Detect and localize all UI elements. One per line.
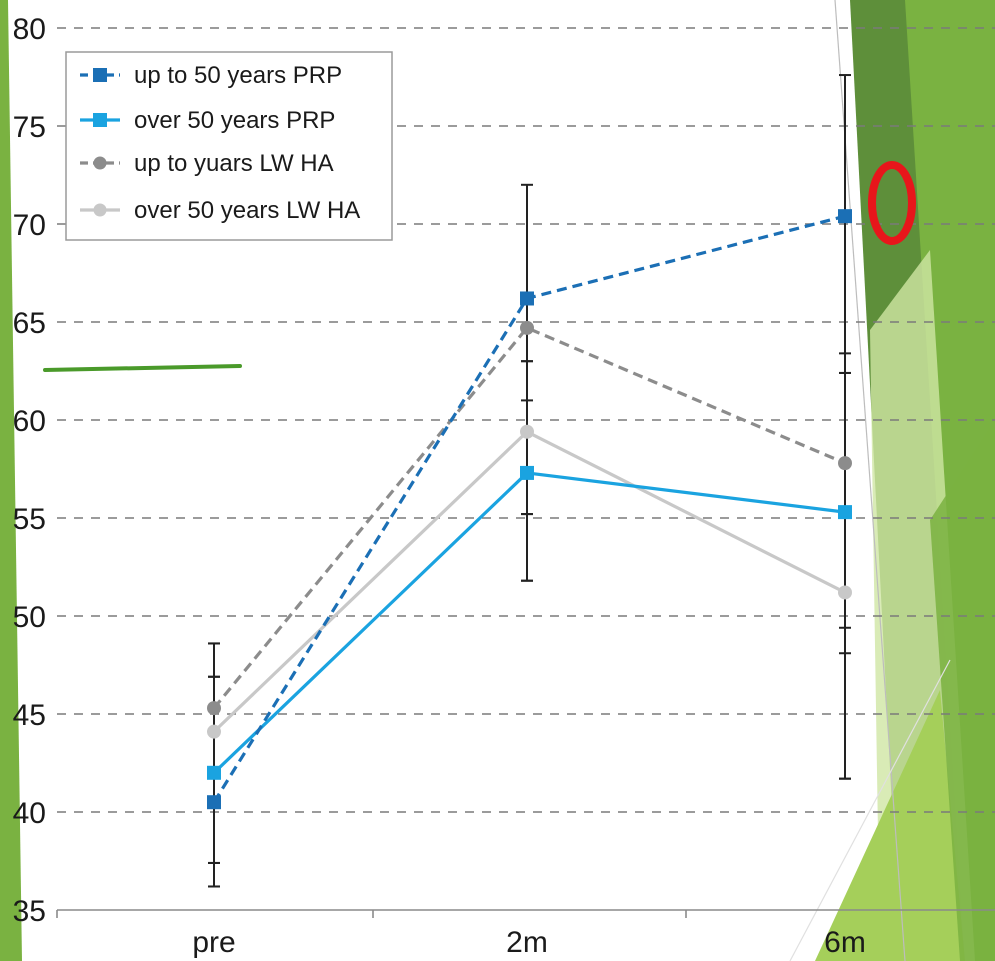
y-tick-label: 45 (13, 699, 46, 732)
data-point (838, 456, 852, 471)
axes: 35 40 45 50 55 60 65 70 75 80 pre 2m 6m (13, 13, 995, 959)
legend-label: up to yuars LW HA (134, 150, 334, 177)
data-point (838, 585, 852, 600)
y-tick-label: 65 (13, 307, 46, 340)
legend-label: over 50 years LW HA (134, 197, 360, 224)
y-tick-label: 40 (13, 797, 46, 830)
series-line (212, 325, 846, 710)
data-point (207, 724, 221, 739)
decorative-green-triangles (789, 0, 995, 961)
red-annotation-circle (868, 161, 916, 245)
y-tick-label: 35 (13, 895, 46, 928)
y-tick-label: 80 (13, 13, 46, 46)
y-tick-label: 60 (13, 405, 46, 438)
decor-shape-green-2 (930, 420, 995, 961)
legend-marker (93, 203, 107, 217)
legend: up to 50 years PRP over 50 years PRP up to… (65, 51, 393, 241)
data-point (520, 465, 534, 480)
data-point (520, 424, 534, 439)
data-point (207, 701, 221, 716)
legend-marker (93, 156, 107, 170)
decor-shape-light (815, 690, 965, 961)
decor-thin-line (834, 0, 906, 961)
data-point (838, 209, 852, 224)
legend-marker (93, 68, 107, 82)
legend-box (65, 51, 393, 241)
legend-label: over 50 years PRP (134, 107, 335, 134)
x-tick-label: 6m (824, 926, 866, 959)
legend-marker (93, 113, 107, 127)
x-tick-label: 2m (506, 926, 548, 959)
data-point (838, 505, 852, 520)
data-point (520, 291, 534, 306)
y-tick-label: 70 (13, 209, 46, 242)
green-annotation-line (43, 364, 242, 372)
decor-thin-line-2 (789, 659, 951, 961)
y-tick-label: 55 (13, 503, 46, 536)
data-point (520, 320, 534, 335)
y-tick-label: 75 (13, 111, 46, 144)
x-tick-label: pre (192, 926, 235, 959)
data-point (207, 765, 221, 780)
series-line (212, 471, 846, 774)
data-point (207, 795, 221, 810)
y-tick-label: 50 (13, 601, 46, 634)
legend-label: up to 50 years PRP (134, 62, 342, 89)
series-layer (207, 74, 852, 888)
decor-left-edge (0, 0, 22, 961)
